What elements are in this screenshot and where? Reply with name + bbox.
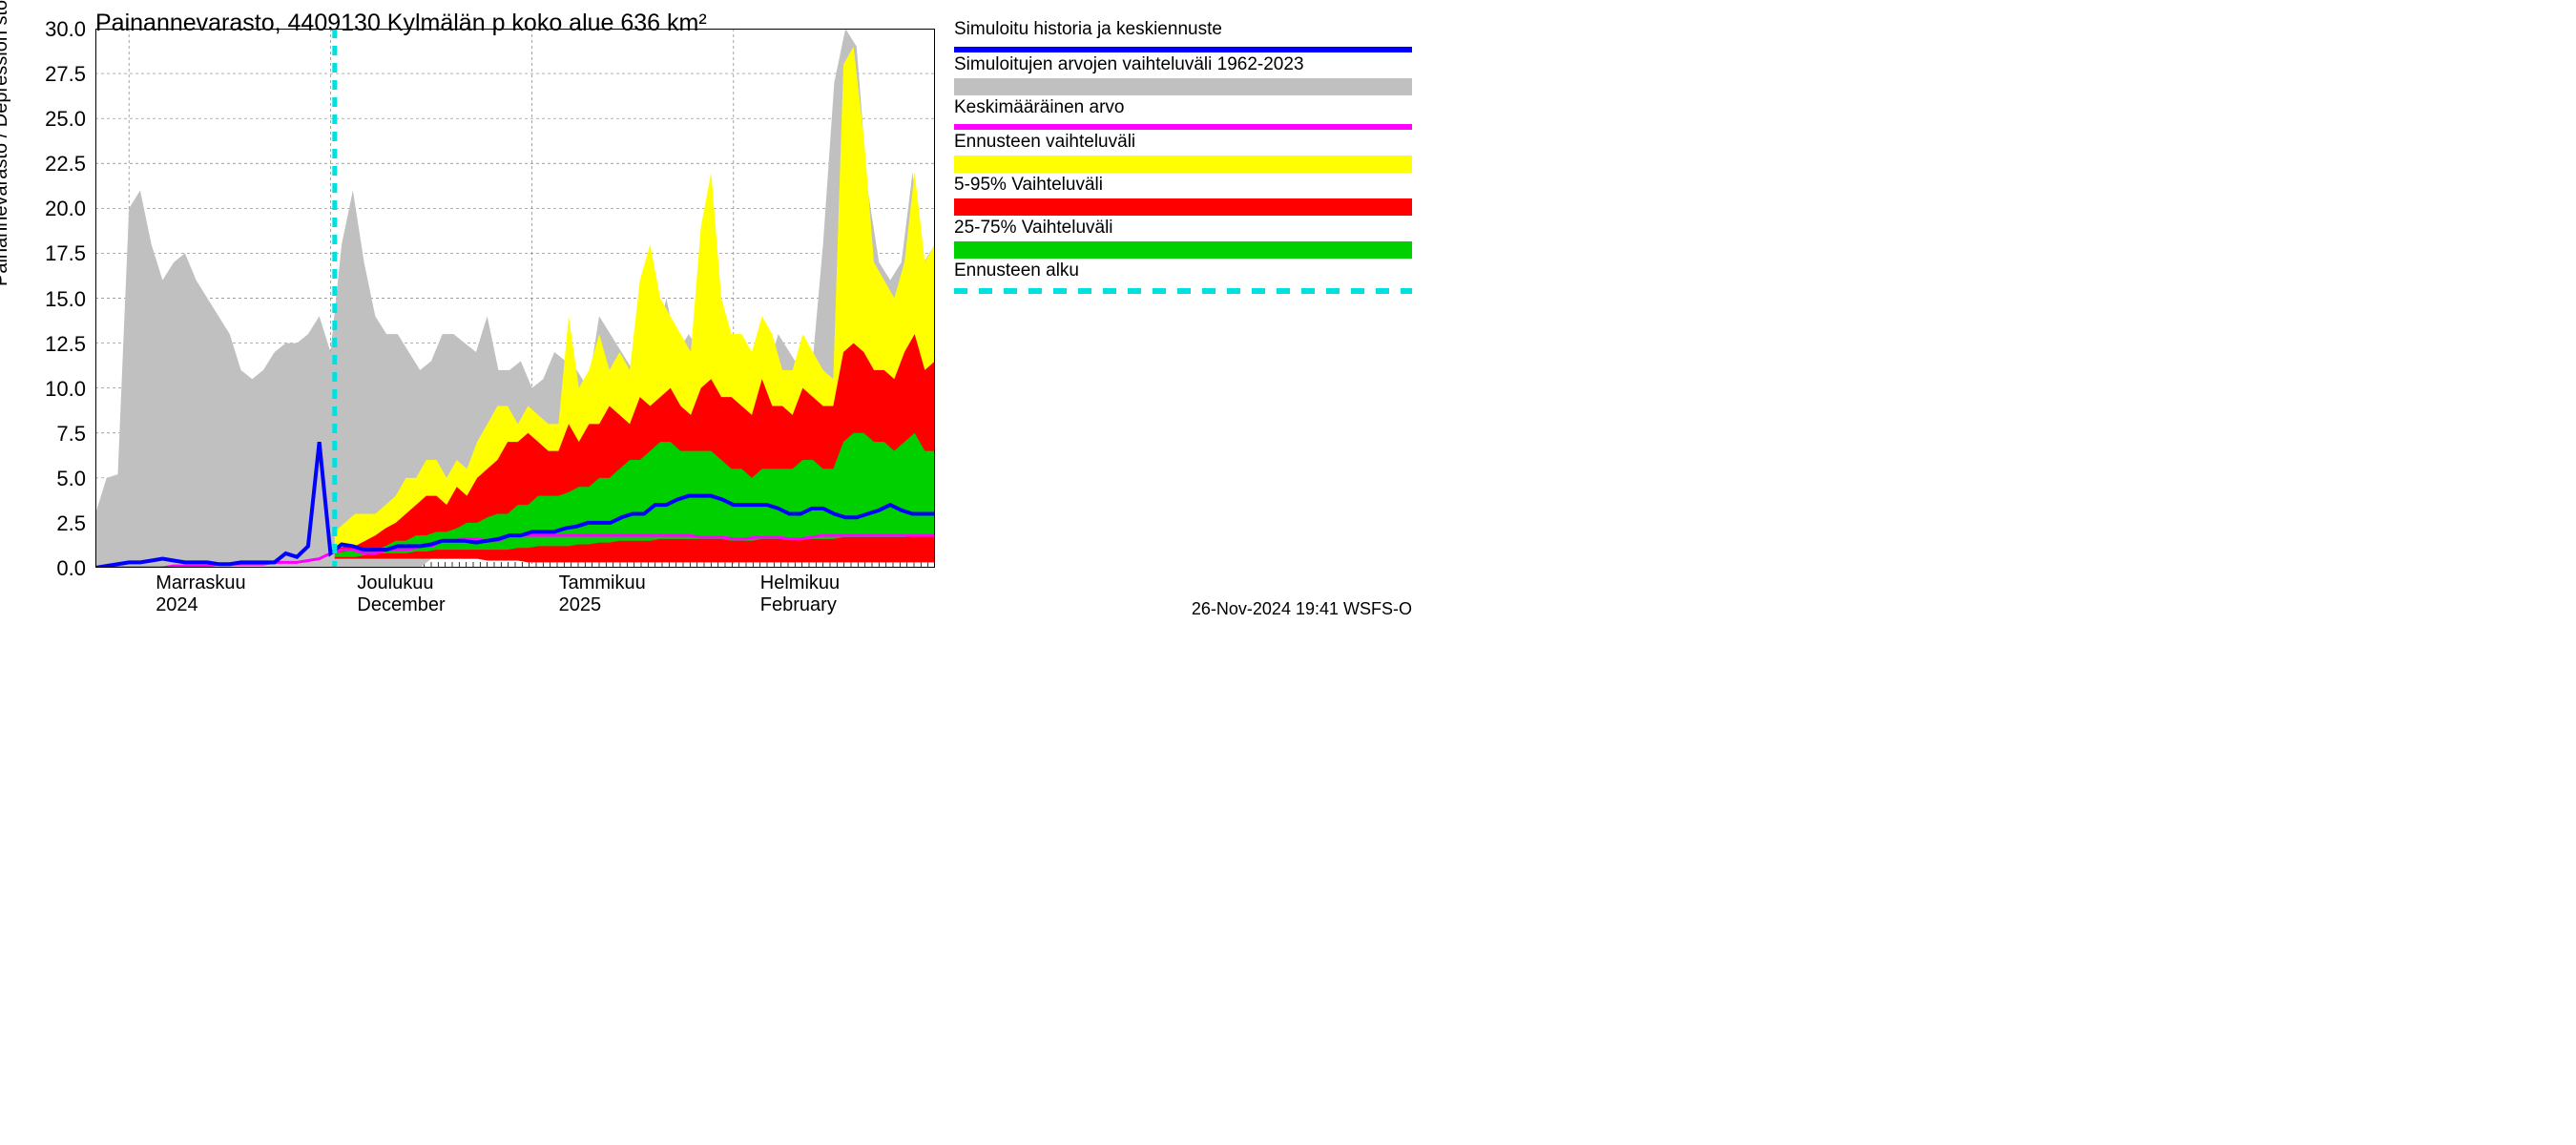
legend-label: Keskimääräinen arvo: [954, 97, 1412, 119]
y-tick: 7.5: [0, 422, 86, 447]
legend-swatch: [954, 288, 1412, 294]
x-tick-label: HelmikuuFebruary: [760, 572, 840, 616]
legend-label: Ennusteen vaihteluväli: [954, 132, 1412, 154]
legend-label: Ennusteen alku: [954, 260, 1412, 282]
legend-label: Simuloitu historia ja keskiennuste: [954, 19, 1412, 41]
y-tick-labels: 0.02.55.07.510.012.515.017.520.022.525.0…: [0, 29, 91, 568]
y-tick: 17.5: [0, 241, 86, 266]
legend-item: Simuloitujen arvojen vaihteluväli 1962-2…: [954, 54, 1412, 95]
legend-item: Ennusteen vaihteluväli: [954, 132, 1412, 173]
legend-label: 5-95% Vaihteluväli: [954, 175, 1412, 197]
legend-swatch: [954, 47, 1412, 52]
legend-item: 5-95% Vaihteluväli: [954, 175, 1412, 216]
plot-area: [95, 29, 935, 568]
legend-label: 25-75% Vaihteluväli: [954, 218, 1412, 239]
legend-swatch: [954, 198, 1412, 216]
y-tick: 15.0: [0, 287, 86, 312]
y-tick: 5.0: [0, 467, 86, 491]
y-tick: 10.0: [0, 377, 86, 402]
y-tick: 27.5: [0, 62, 86, 87]
y-tick: 12.5: [0, 332, 86, 357]
legend-swatch: [954, 78, 1412, 95]
legend-item: Keskimääräinen arvo: [954, 97, 1412, 131]
x-tick-label: Marraskuu2024: [156, 572, 245, 616]
x-tick-label: Tammikuu2025: [559, 572, 646, 616]
legend-item: Ennusteen alku: [954, 260, 1412, 294]
y-tick: 22.5: [0, 152, 86, 177]
y-tick: 30.0: [0, 17, 86, 42]
y-tick: 20.0: [0, 197, 86, 221]
chart-container: Painannevarasto, 4409130 Kylmälän p koko…: [0, 0, 1431, 636]
legend-swatch: [954, 241, 1412, 259]
legend-item: 25-75% Vaihteluväli: [954, 218, 1412, 259]
y-tick: 25.0: [0, 107, 86, 132]
legend-swatch: [954, 124, 1412, 130]
y-tick: 2.5: [0, 511, 86, 536]
legend-item: Simuloitu historia ja keskiennuste: [954, 19, 1412, 52]
footer-timestamp: 26-Nov-2024 19:41 WSFS-O: [1192, 599, 1412, 619]
legend-label: Simuloitujen arvojen vaihteluväli 1962-2…: [954, 54, 1412, 76]
legend-swatch: [954, 156, 1412, 173]
y-tick: 0.0: [0, 556, 86, 581]
legend: Simuloitu historia ja keskiennuste Simulo…: [954, 19, 1412, 296]
x-tick-label: JoulukuuDecember: [357, 572, 445, 616]
